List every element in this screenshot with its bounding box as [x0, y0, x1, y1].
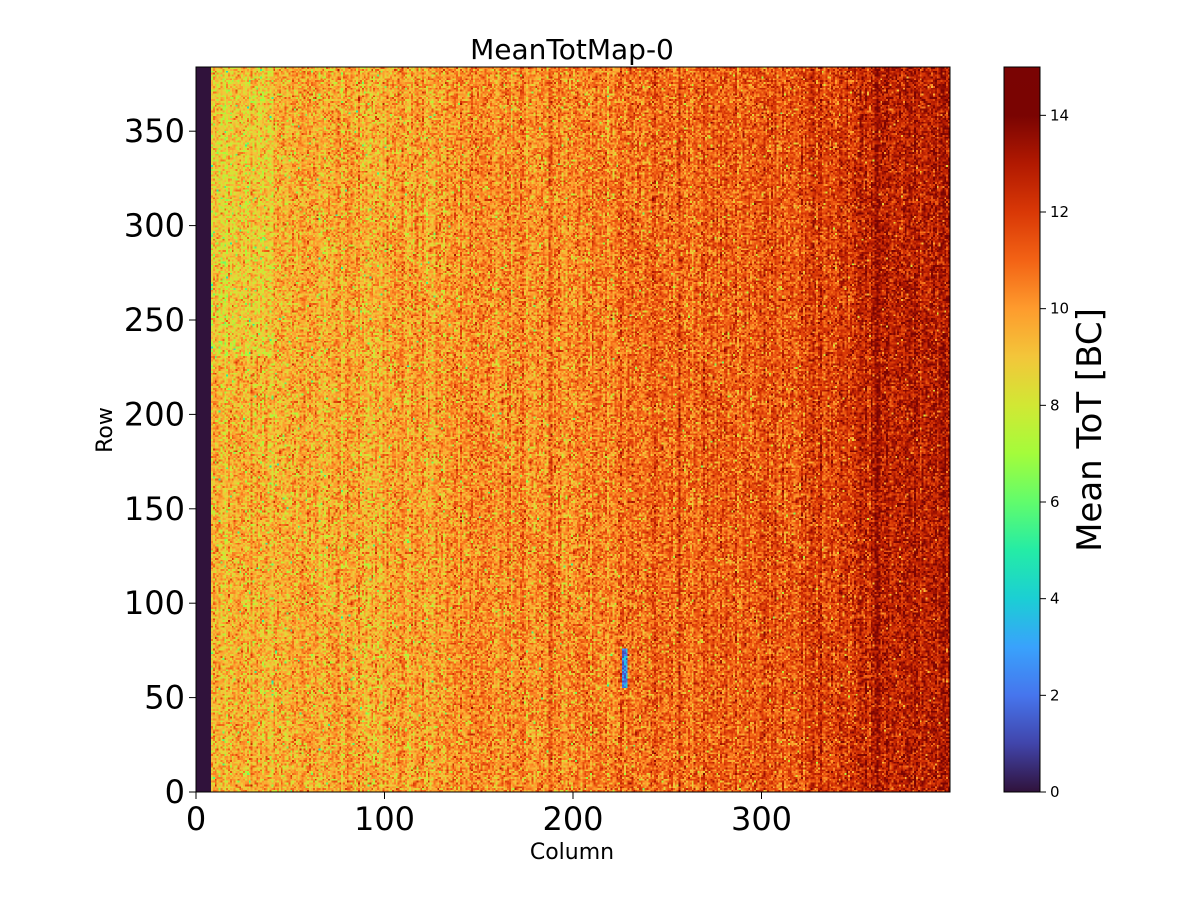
colorbar: 0 2 4 6 8 10 12 14 Mean ToT [BC] — [1003, 66, 1110, 801]
y-tick-label: 300 — [124, 207, 185, 245]
x-axis-ticks: 0 100 200 300 — [186, 792, 792, 838]
colorbar-label: Mean ToT [BC] — [1070, 308, 1110, 552]
y-axis-ticks: 0 50 100 150 200 250 300 350 — [124, 112, 196, 811]
x-tick-label: 200 — [542, 800, 603, 838]
x-tick-label: 300 — [731, 800, 792, 838]
y-tick-label: 350 — [124, 112, 185, 150]
x-tick-label: 0 — [186, 800, 206, 838]
colorbar-gradient — [1003, 66, 1041, 793]
plot-area — [195, 66, 951, 793]
colorbar-tick-label: 14 — [1050, 106, 1069, 124]
y-tick-label: 250 — [124, 301, 185, 339]
y-axis-label: Row — [93, 407, 118, 453]
x-tick-label: 100 — [354, 800, 415, 838]
y-tick-label: 200 — [124, 395, 185, 433]
y-tick-label: 50 — [144, 679, 185, 717]
y-tick-label: 0 — [165, 773, 185, 811]
colorbar-ticks: 0 2 4 6 8 10 12 14 — [1040, 106, 1069, 801]
colorbar-tick-label: 12 — [1050, 203, 1069, 221]
colorbar-tick-label: 8 — [1050, 396, 1060, 414]
colorbar-tick-label: 0 — [1050, 783, 1060, 801]
colorbar-tick-label: 2 — [1050, 686, 1060, 704]
y-tick-label: 100 — [124, 584, 185, 622]
colorbar-tick-label: 6 — [1050, 493, 1060, 511]
colorbar-tick-label: 10 — [1050, 300, 1069, 318]
colorbar-tick-label: 4 — [1050, 590, 1060, 608]
y-tick-label: 150 — [124, 490, 185, 528]
chart-title: MeanTotMap-0 — [470, 33, 674, 66]
heatmap-image — [196, 67, 950, 792]
x-axis-label: Column — [530, 840, 614, 865]
